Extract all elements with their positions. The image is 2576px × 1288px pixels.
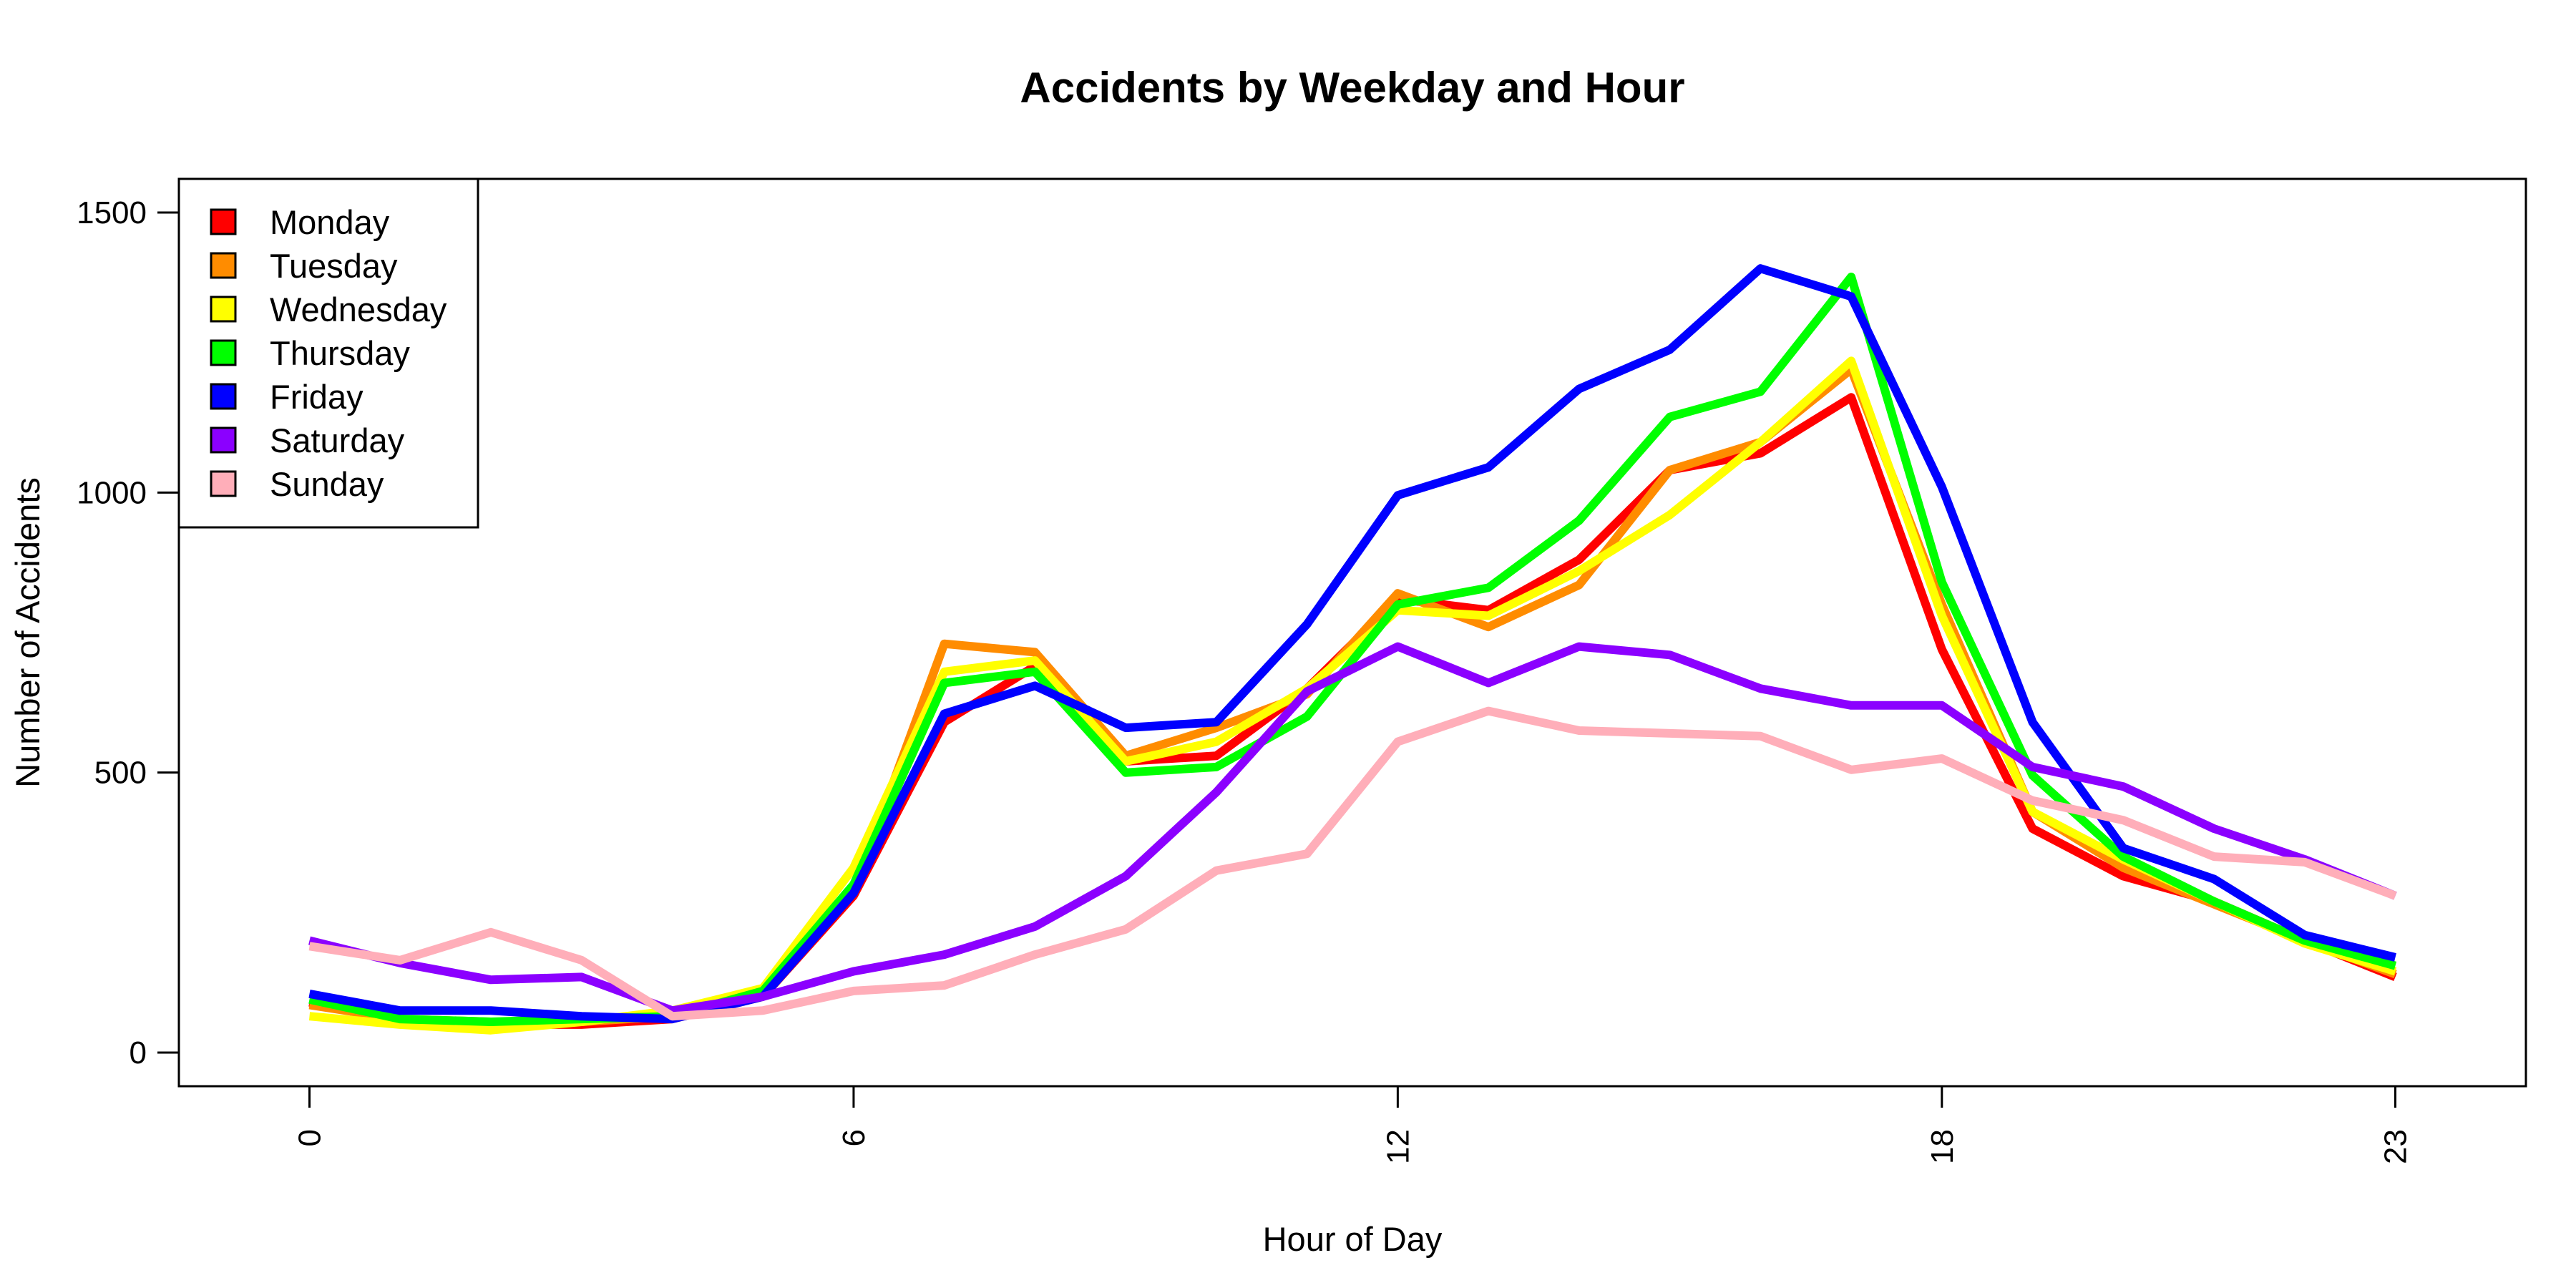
- legend-swatch: [210, 339, 237, 366]
- y-axis: 0 500 1000 1500: [77, 195, 180, 1070]
- legend-label: Sunday: [270, 465, 384, 503]
- series-layer: [308, 264, 2397, 1035]
- x-tick-label: 18: [1925, 1129, 1960, 1164]
- y-axis-label: Number of Accidents: [9, 477, 47, 788]
- series-line-friday: [308, 264, 2396, 1024]
- legend-label: Thursday: [270, 334, 410, 372]
- x-tick-label: 23: [2378, 1129, 2413, 1164]
- y-tick-label: 1000: [77, 475, 147, 510]
- legend-swatch: [210, 383, 237, 410]
- legend-swatch: [210, 252, 237, 279]
- x-tick-label: 6: [836, 1129, 872, 1146]
- plot-area-frame: [177, 177, 2527, 1088]
- x-axis: 0 6 12 18 23: [293, 1085, 2413, 1164]
- series-line-wednesday: [308, 356, 2397, 1035]
- legend-swatch: [210, 208, 237, 235]
- legend-swatch: [210, 470, 237, 497]
- legend-swatch: [210, 296, 237, 323]
- series-line-saturday: [308, 642, 2397, 1015]
- series-line-sunday: [308, 706, 2397, 1021]
- y-tick-label: 0: [130, 1035, 147, 1070]
- legend-label: Friday: [270, 378, 364, 416]
- x-axis-label: Hour of Day: [1263, 1220, 1443, 1258]
- x-tick-label: 0: [293, 1129, 328, 1146]
- legend-label: Wednesday: [270, 291, 447, 328]
- chart-title: Accidents by Weekday and Hour: [1020, 64, 1684, 112]
- x-tick-label: 12: [1380, 1129, 1415, 1164]
- y-tick-label: 1500: [77, 195, 147, 230]
- legend-label: Monday: [270, 203, 390, 241]
- legend-label: Saturday: [270, 421, 405, 459]
- legend-swatch: [210, 426, 237, 454]
- series-line-tuesday: [308, 365, 2397, 1026]
- y-tick-label: 500: [94, 756, 147, 791]
- legend: Monday Tuesday Wednesday Thursday Friday Satu…: [177, 177, 479, 529]
- legend-label: Tuesday: [270, 247, 398, 285]
- series-line-monday: [308, 393, 2397, 1029]
